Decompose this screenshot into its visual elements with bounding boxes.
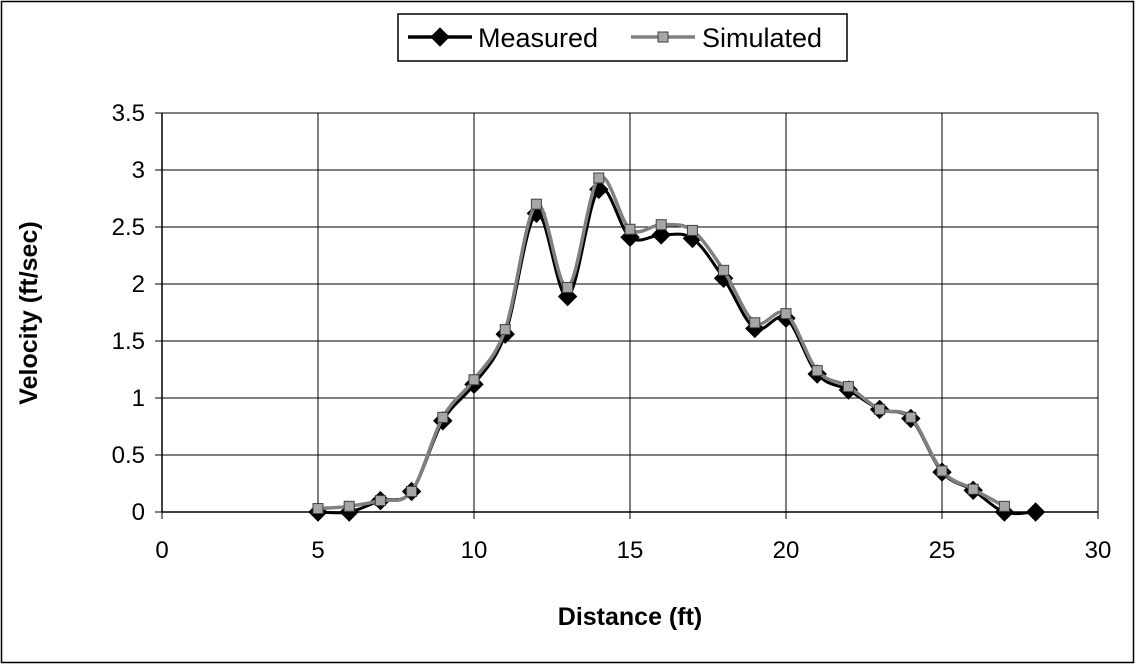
y-tick-label: 0.5 (112, 442, 145, 469)
legend-marker (430, 27, 450, 47)
data-point-simulated (562, 281, 574, 293)
legend: Measured Simulated (397, 13, 848, 62)
data-point-simulated (530, 198, 542, 210)
series-area (308, 172, 1046, 522)
legend-item-simulated: Simulated (631, 23, 822, 53)
data-point-simulated (874, 403, 886, 415)
data-point-simulated (936, 465, 948, 477)
data-point-simulated (343, 500, 355, 512)
data-point-simulated (655, 219, 667, 231)
x-tick-label: 25 (929, 537, 956, 564)
legend-label: Measured (478, 23, 598, 53)
legend-item-measured: Measured (408, 23, 598, 53)
x-tick-label: 5 (311, 537, 324, 564)
data-point-simulated (749, 317, 761, 329)
x-tick-label: 0 (155, 537, 168, 564)
data-point-simulated (374, 495, 386, 507)
data-point-simulated (967, 483, 979, 495)
data-point-measured (1025, 502, 1046, 522)
data-point-simulated (780, 308, 792, 320)
y-tick-label: 2 (132, 271, 145, 298)
data-point-simulated (468, 374, 480, 386)
y-tick-label: 1 (132, 385, 145, 412)
series-simulated (312, 172, 1010, 515)
data-point-simulated (593, 172, 605, 184)
y-tick-label: 2.5 (112, 214, 145, 241)
data-point-simulated (905, 411, 917, 423)
data-point-simulated (718, 264, 730, 276)
data-point-measured (651, 225, 671, 245)
data-point-simulated (842, 381, 854, 393)
legend-box (397, 13, 848, 62)
x-tick-label: 10 (461, 537, 488, 564)
data-point-simulated (624, 223, 636, 235)
x-axis-title: Distance (ft) (558, 603, 702, 631)
x-tick-label: 30 (1085, 537, 1112, 564)
y-tick-label: 1.5 (112, 328, 145, 355)
tick-labels: 0 0.5 1 1.5 2 2.5 3 3.5 0 5 10 15 20 25 30 (112, 100, 1112, 564)
data-point-simulated (686, 224, 698, 236)
data-point-simulated (437, 411, 449, 423)
data-point-simulated (998, 500, 1010, 512)
x-tick-label: 15 (617, 537, 644, 564)
y-tick-label: 0 (132, 499, 145, 526)
data-point-simulated (499, 324, 511, 336)
legend-label: Simulated (702, 23, 822, 53)
data-point-simulated (811, 365, 823, 377)
data-point-simulated (312, 503, 324, 515)
y-tick-label: 3.5 (112, 100, 145, 127)
legend-marker (657, 31, 669, 43)
y-tick-label: 3 (132, 157, 145, 184)
x-tick-label: 20 (773, 537, 800, 564)
data-point-simulated (406, 485, 418, 497)
y-axis-title: Velocity (ft/sec) (15, 221, 43, 404)
